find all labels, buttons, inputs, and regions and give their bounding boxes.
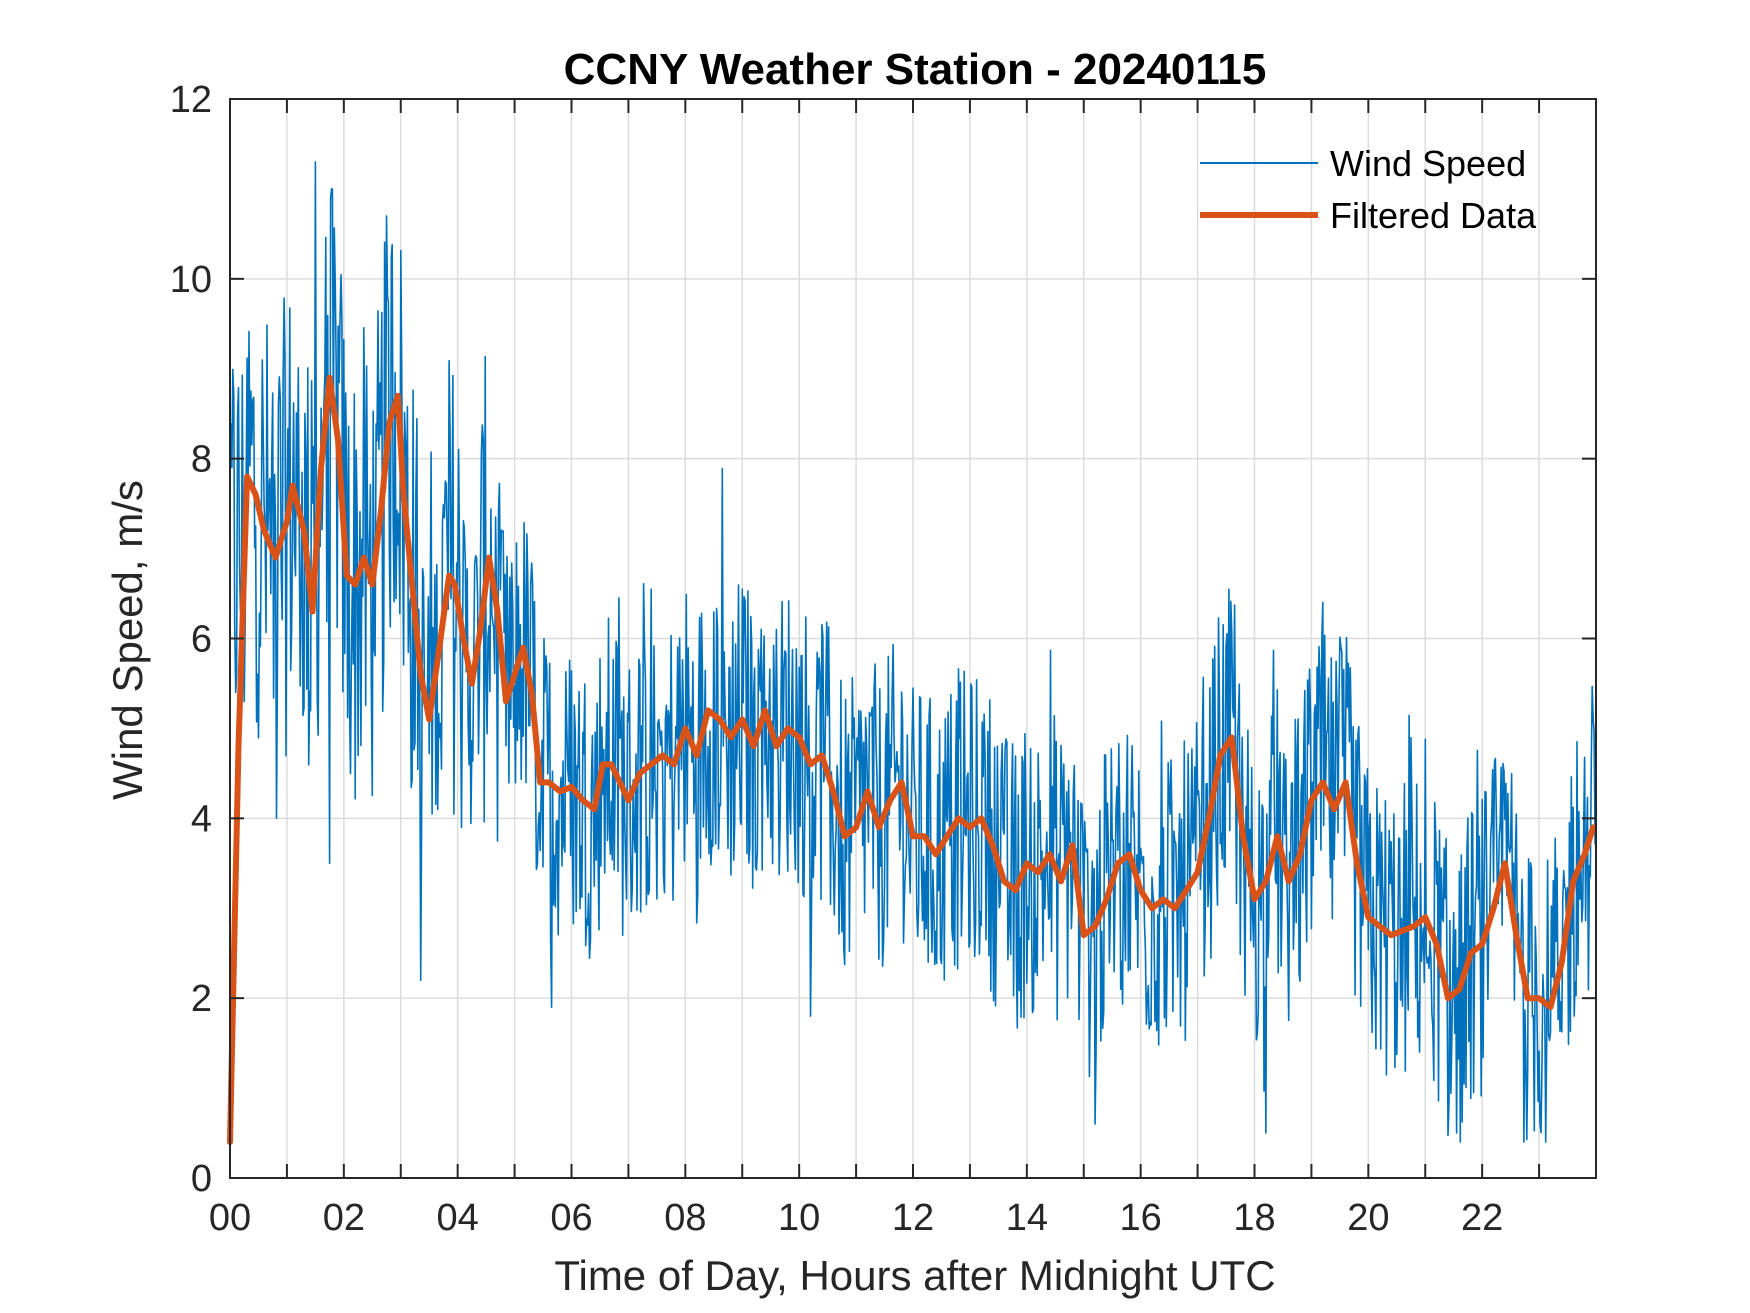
x-tick-label: 08 <box>664 1197 706 1239</box>
legend-filtered-label: Filtered Data <box>1330 195 1537 236</box>
y-axis-ticks: 0 2 4 6 8 10 12 <box>170 79 1596 1200</box>
x-axis-label: Time of Day, Hours after Midnight UTC <box>554 1252 1275 1299</box>
chart-title: CCNY Weather Station - 20240115 <box>564 45 1267 94</box>
x-tick-label: 18 <box>1233 1197 1275 1239</box>
y-tick-label: 6 <box>191 619 212 661</box>
y-tick-label: 0 <box>191 1158 212 1200</box>
x-tick-label: 22 <box>1461 1197 1503 1239</box>
legend: Wind Speed Filtered Data <box>1200 143 1537 236</box>
y-tick-label: 10 <box>170 259 212 301</box>
x-axis-ticks: 00 02 04 06 08 10 12 14 16 18 20 22 <box>209 99 1541 1239</box>
x-tick-label: 16 <box>1120 1197 1162 1239</box>
y-axis-label: Wind Speed, m/s <box>104 480 151 800</box>
y-tick-label: 12 <box>170 79 212 121</box>
x-tick-label: 00 <box>209 1197 251 1239</box>
x-tick-label: 20 <box>1347 1197 1389 1239</box>
wind-speed-line <box>229 161 1596 1143</box>
x-tick-label: 04 <box>437 1197 479 1239</box>
y-tick-label: 4 <box>191 798 212 840</box>
x-tick-label: 12 <box>892 1197 934 1239</box>
y-tick-label: 2 <box>191 978 212 1020</box>
x-tick-label: 14 <box>1006 1197 1048 1239</box>
wind-speed-series <box>229 161 1596 1143</box>
legend-wind-speed-label: Wind Speed <box>1330 143 1526 184</box>
filtered-data-line <box>227 374 1597 1145</box>
x-tick-label: 02 <box>323 1197 365 1239</box>
x-tick-label: 10 <box>778 1197 820 1239</box>
filtered-data-series <box>227 374 1597 1145</box>
y-tick-label: 8 <box>191 439 212 481</box>
x-tick-label: 06 <box>550 1197 592 1239</box>
